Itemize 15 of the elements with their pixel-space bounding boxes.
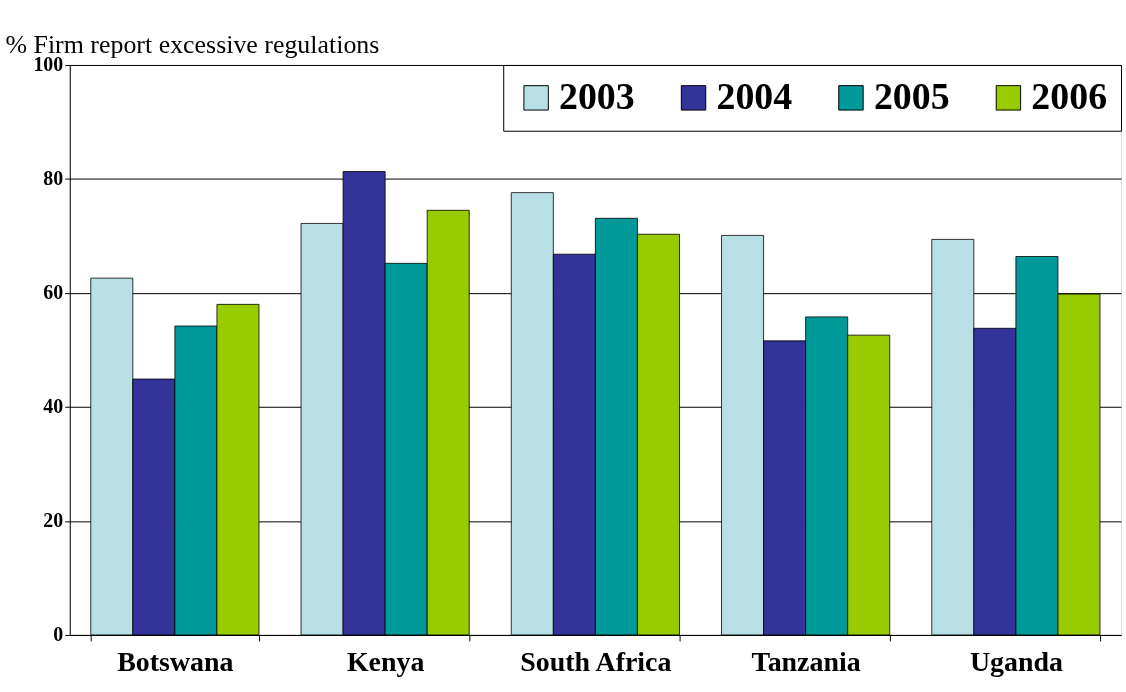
y-tick-label: 60 (43, 281, 64, 304)
x-tick-label: Botswana (117, 646, 234, 678)
legend-label: 2004 (716, 74, 793, 117)
y-tick-label: 100 (33, 53, 64, 76)
legend-label: 2005 (873, 74, 950, 117)
x-tick-label: Uganda (969, 646, 1063, 678)
legend-label: 2006 (1031, 74, 1108, 117)
y-tick-label: 80 (43, 167, 64, 190)
legend-label: 2003 (559, 74, 635, 117)
x-tick-label: South Africa (520, 646, 672, 678)
y-tick-label: 40 (43, 395, 64, 418)
x-tick-label: Tanzania (751, 646, 861, 678)
x-tick-label: Kenya (346, 646, 425, 678)
y-tick-label: 20 (43, 509, 64, 532)
y-tick-label: 0 (53, 623, 64, 646)
